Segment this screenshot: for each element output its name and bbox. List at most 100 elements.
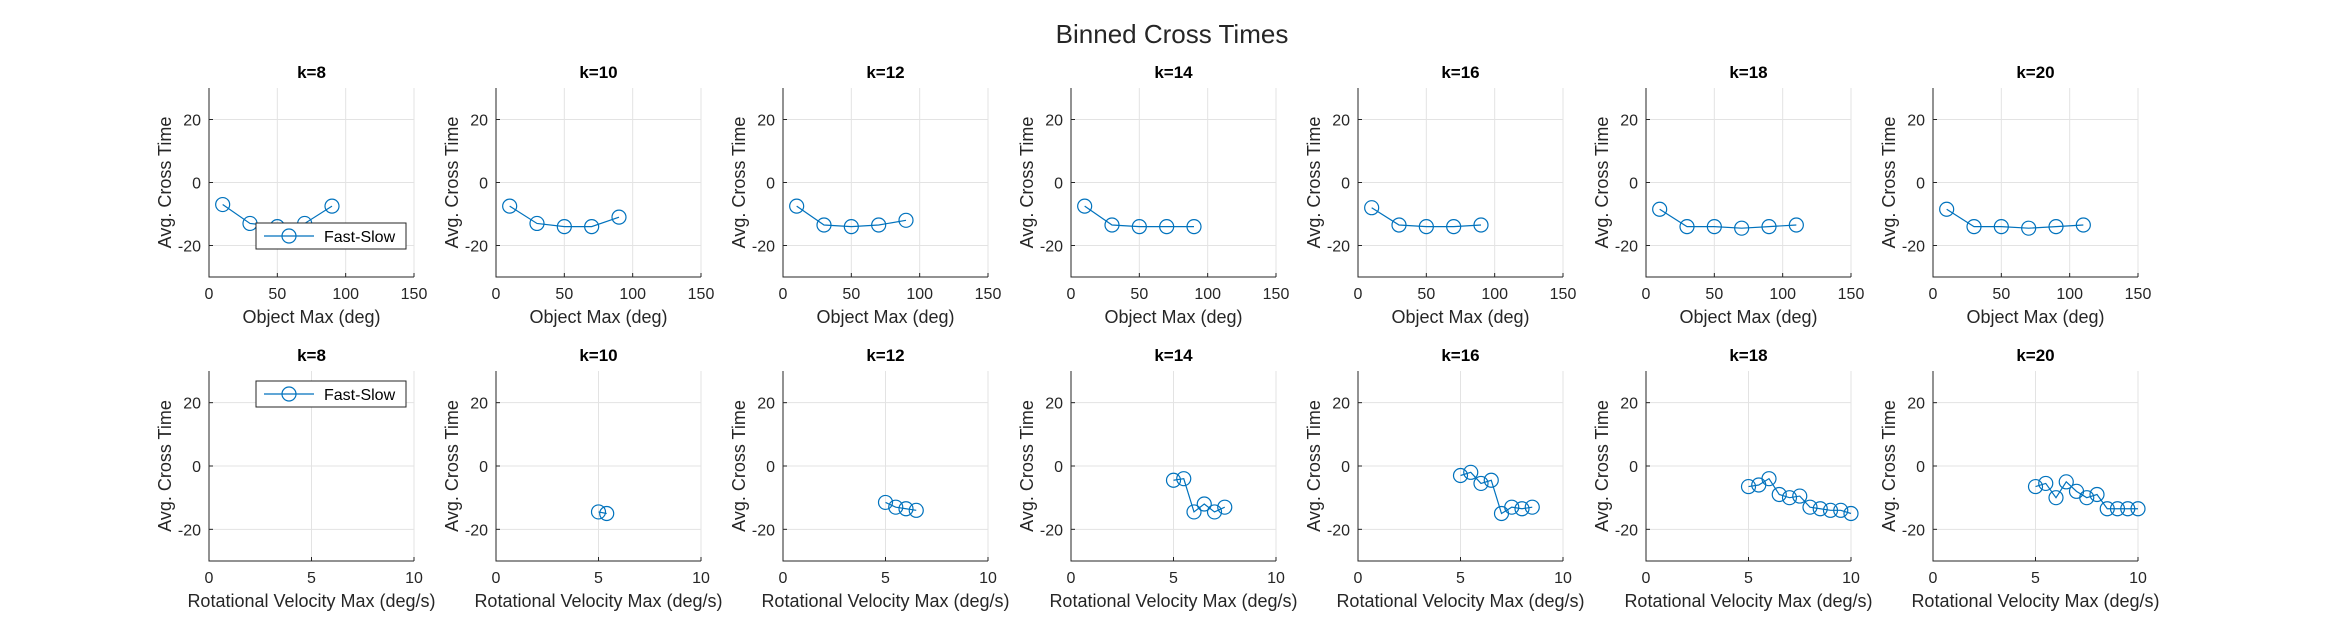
subplot-object-max-k10: 0 50 100 150 -20 0 20 k=10 Object Max (deg) Avg. …	[442, 63, 714, 327]
x-axis-label: Rotational Velocity Max (deg/s)	[1624, 591, 1872, 611]
x-tick-label: 0	[205, 286, 214, 303]
x-tick-label: 10	[1842, 570, 1860, 587]
x-axis-label: Object Max (deg)	[816, 307, 954, 327]
data-point	[877, 494, 894, 511]
subplot-title: k=20	[2016, 346, 2054, 365]
x-tick-label: 10	[1554, 570, 1572, 587]
y-tick-label: -20	[752, 522, 775, 539]
y-tick-label: 0	[192, 176, 201, 193]
y-axis-label: Avg. Cross Time	[442, 400, 462, 532]
y-tick-label: 20	[470, 396, 488, 413]
x-tick-label: 10	[979, 570, 997, 587]
data-point	[2079, 490, 2095, 506]
x-tick-label: 100	[1481, 286, 1508, 303]
x-tick-label: 150	[401, 286, 428, 303]
y-tick-label: 20	[757, 396, 775, 413]
y-tick-label: -20	[1902, 239, 1925, 256]
y-tick-label: 0	[766, 459, 775, 476]
subplot-title: k=16	[1441, 63, 1479, 82]
data-point	[1446, 219, 1462, 235]
x-axis-label: Rotational Velocity Max (deg/s)	[761, 591, 1009, 611]
subplot-object-max-k16: 0 50 100 150 -20 0 20 k=16 Object Max (deg) Avg. …	[1304, 63, 1576, 327]
x-tick-label: 5	[307, 570, 316, 587]
x-tick-label: 0	[1067, 570, 1076, 587]
data-point	[1504, 499, 1520, 515]
x-tick-label: 150	[688, 286, 715, 303]
x-tick-label: 0	[1929, 570, 1938, 587]
x-tick-label: 5	[594, 570, 603, 587]
data-point	[1822, 502, 1839, 518]
y-tick-label: 20	[1907, 396, 1925, 413]
subplot-object-max-k14: 0 50 100 150 -20 0 20 k=14 Object Max (deg) Avg. …	[1017, 63, 1289, 327]
data-point	[1993, 219, 2009, 235]
data-point	[898, 501, 914, 517]
x-tick-label: 50	[1705, 286, 1723, 303]
data-point	[1966, 219, 1982, 235]
data-point	[898, 212, 914, 228]
y-axis-label: Avg. Cross Time	[155, 117, 175, 249]
data-point	[1652, 201, 1668, 217]
x-tick-label: 10	[405, 570, 423, 587]
y-tick-label: 0	[1054, 176, 1063, 193]
x-tick-label: 10	[2129, 570, 2147, 587]
y-tick-label: 20	[1045, 113, 1063, 130]
x-axis-label: Object Max (deg)	[1679, 307, 1817, 327]
x-tick-label: 0	[779, 570, 788, 587]
series-line	[1946, 208, 2084, 229]
data-point	[1176, 471, 1192, 487]
data-point	[2048, 490, 2064, 506]
y-tick-label: 20	[1620, 396, 1638, 413]
x-tick-label: 100	[332, 286, 359, 303]
x-tick-label: 0	[492, 286, 501, 303]
data-point	[2089, 486, 2105, 503]
subplot-title: k=18	[1729, 346, 1767, 365]
data-point	[1196, 496, 1212, 512]
y-axis-label: Avg. Cross Time	[1304, 400, 1324, 532]
subplot-title: k=14	[1154, 346, 1193, 365]
y-tick-label: -20	[1615, 522, 1638, 539]
y-axis-label: Avg. Cross Time	[1879, 117, 1899, 249]
subplot-rot-velocity-k10: 0 5 10 -20 0 20 k=10 Rotational Velocity Max (d…	[442, 346, 723, 611]
x-axis-label: Rotational Velocity Max (deg/s)	[1911, 591, 2159, 611]
figure-title: Binned Cross Times	[1056, 19, 1289, 49]
y-tick-label: -20	[178, 239, 201, 256]
x-axis-label: Object Max (deg)	[1966, 307, 2104, 327]
data-point	[215, 196, 231, 213]
y-tick-label: 20	[1620, 113, 1638, 130]
y-tick-label: 0	[479, 176, 488, 193]
y-tick-label: 20	[757, 113, 775, 130]
series-line	[1084, 205, 1194, 228]
y-tick-label: -20	[1327, 239, 1350, 256]
x-tick-label: 100	[2056, 286, 2083, 303]
subplot-object-max-k20: 0 50 100 150 -20 0 20 k=20 Object Max (deg) Avg. …	[1879, 63, 2151, 327]
subplot-rot-velocity-k16: 0 5 10 -20 0 20 k=16 Rotational Velocity Max (d…	[1304, 346, 1585, 611]
x-tick-label: 50	[1130, 286, 1148, 303]
data-point	[2109, 501, 2126, 517]
x-tick-label: 5	[2031, 570, 2040, 587]
y-axis-label: Avg. Cross Time	[1304, 117, 1324, 249]
data-point	[1706, 219, 1722, 235]
x-tick-label: 0	[1642, 570, 1651, 587]
data-point	[2075, 217, 2091, 233]
y-tick-label: 0	[479, 459, 488, 476]
subplot-title: k=16	[1441, 346, 1479, 365]
y-tick-label: -20	[1327, 522, 1350, 539]
y-axis-label: Avg. Cross Time	[1592, 400, 1612, 532]
y-axis-label: Avg. Cross Time	[1592, 117, 1612, 249]
x-tick-label: 150	[1838, 286, 1865, 303]
data-point	[2038, 475, 2054, 492]
data-point	[789, 198, 805, 214]
x-tick-label: 0	[205, 570, 214, 587]
data-point	[1391, 217, 1407, 233]
x-axis-label: Object Max (deg)	[1104, 307, 1242, 327]
x-axis-label: Rotational Velocity Max (deg/s)	[474, 591, 722, 611]
y-tick-label: 0	[1629, 176, 1638, 193]
y-tick-label: -20	[465, 239, 488, 256]
subplot-rot-velocity-k18: 0 5 10 -20 0 20 k=18 Rotational Velocity Max (d…	[1592, 346, 1873, 611]
data-point	[908, 502, 924, 518]
data-point	[1104, 217, 1120, 233]
y-tick-label: 0	[766, 176, 775, 193]
y-tick-label: 20	[183, 113, 201, 130]
data-point	[1364, 200, 1380, 216]
